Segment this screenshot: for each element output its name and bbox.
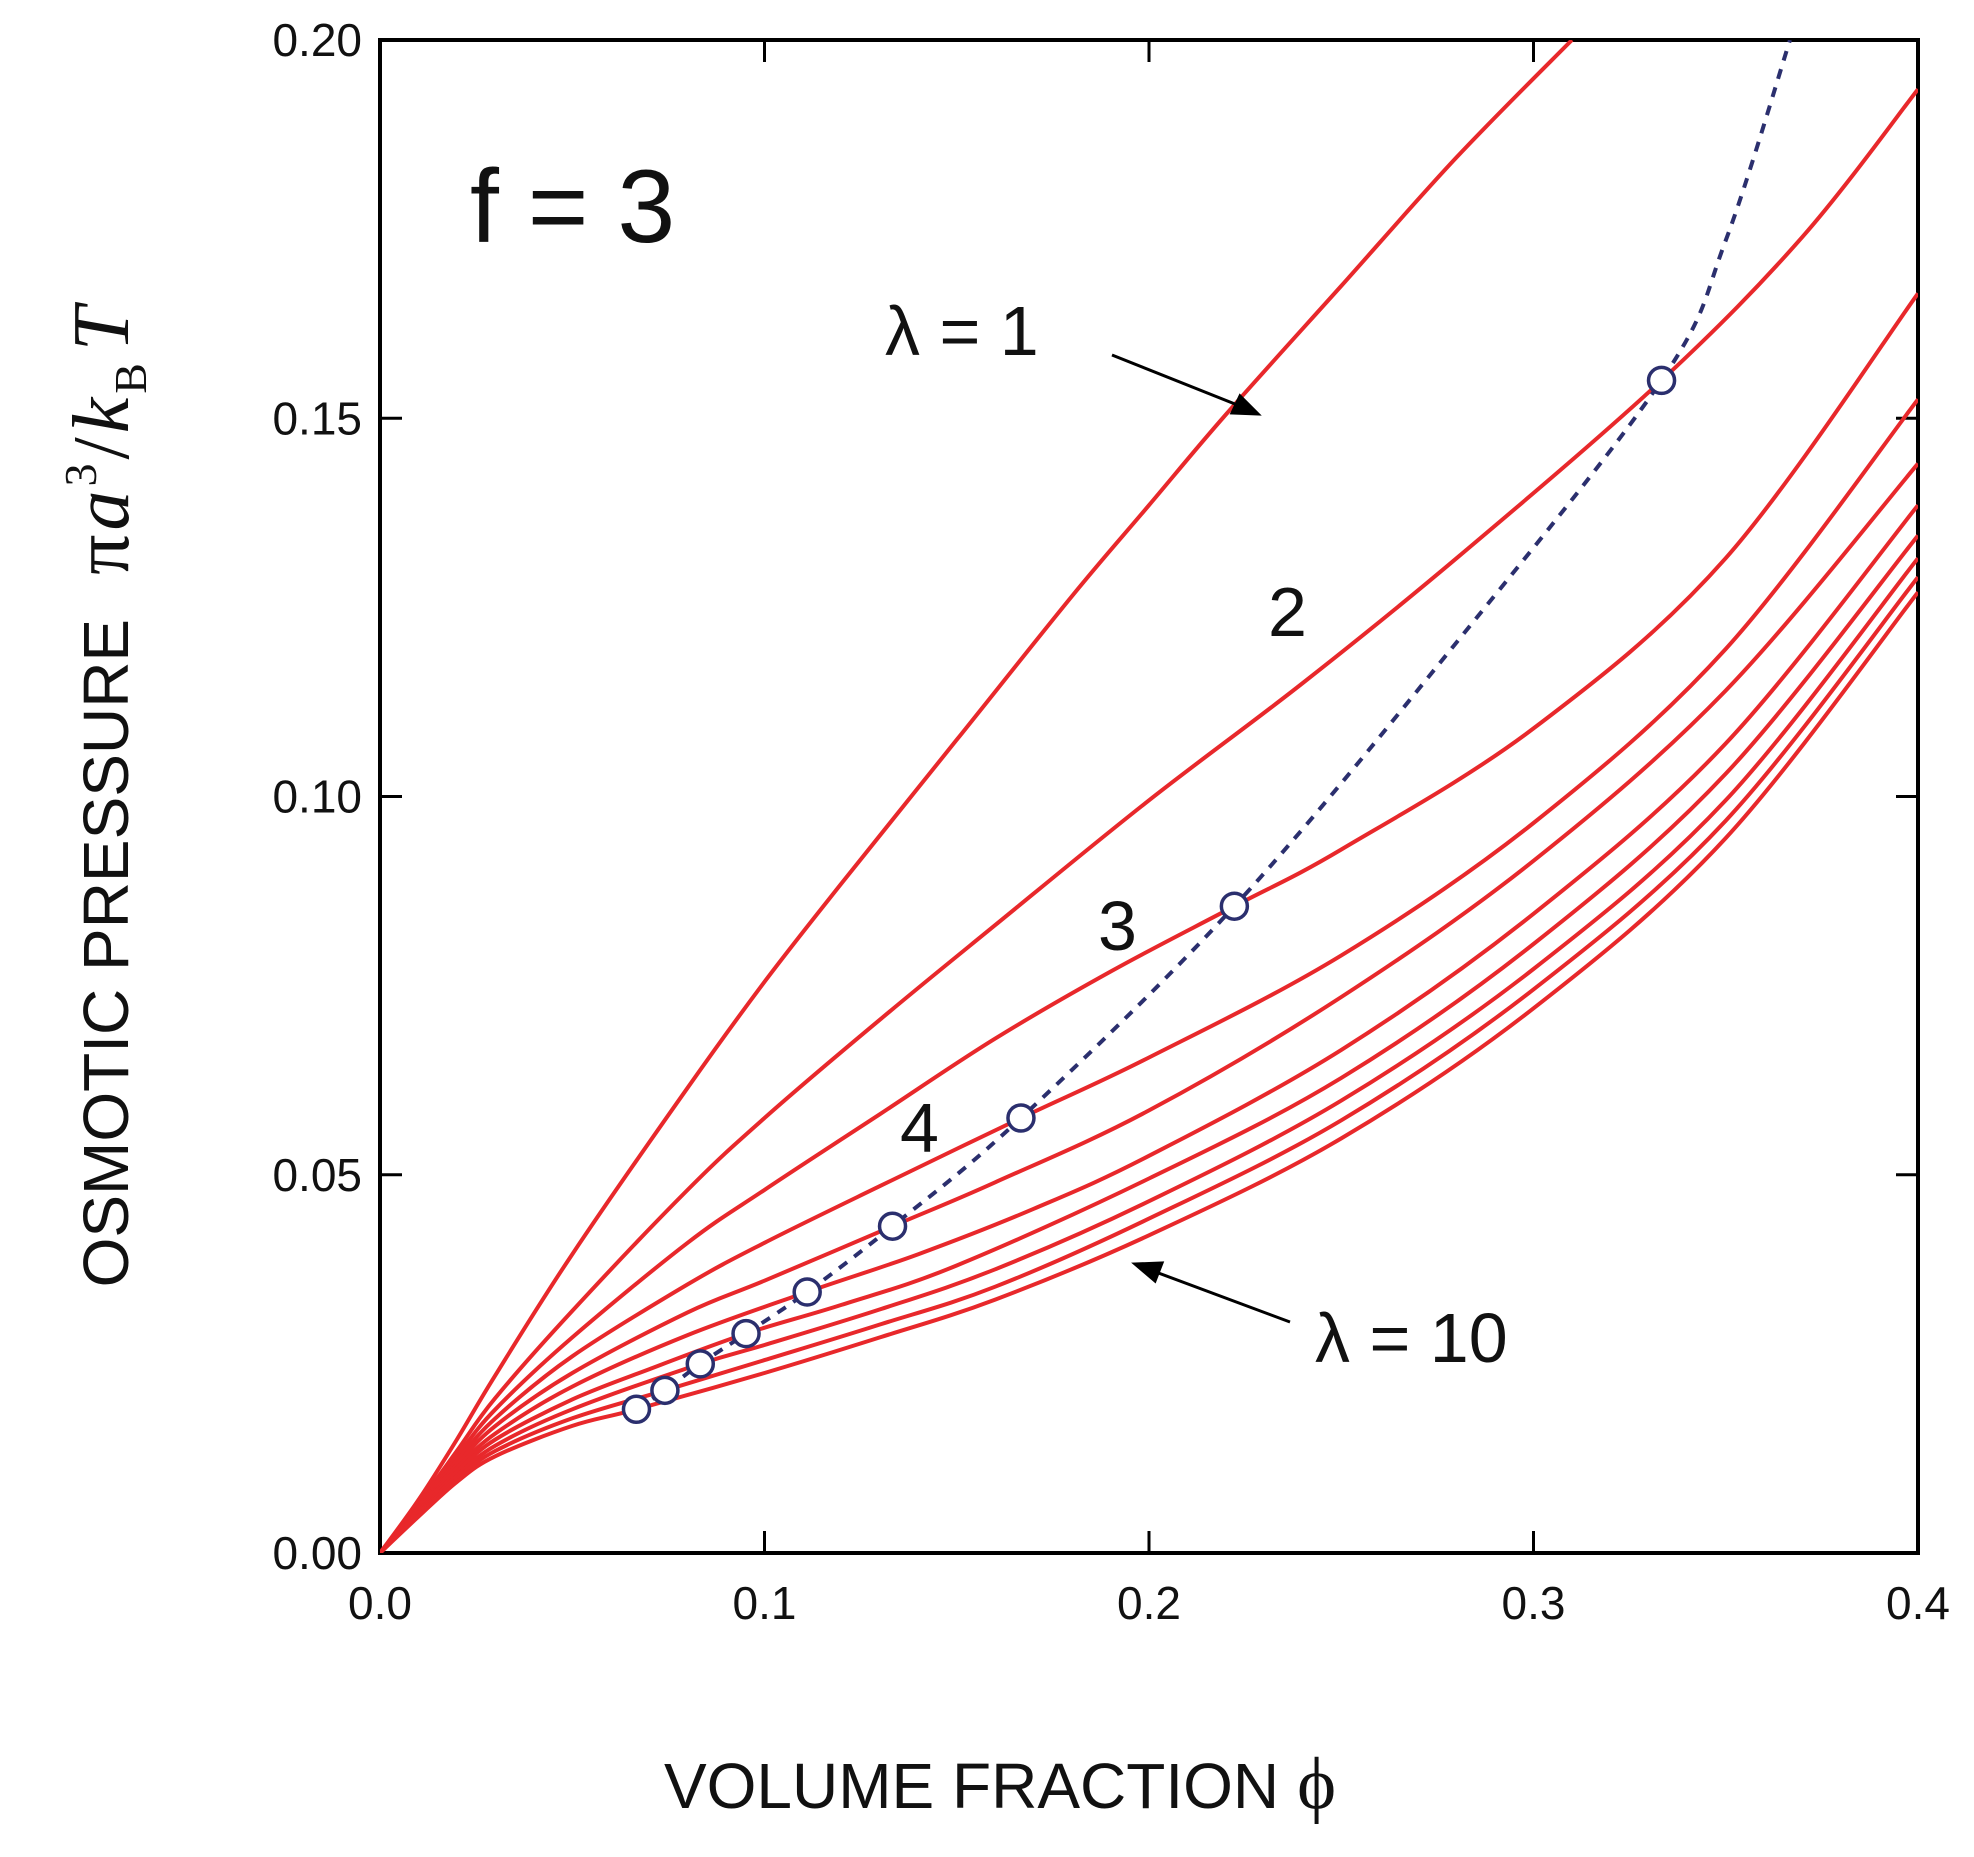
y-tick-label: 0.00 <box>272 1527 362 1579</box>
y-tick-label: 0.05 <box>272 1149 362 1201</box>
lambda-1-label: λ = 1 <box>885 292 1039 370</box>
svg-text:OSMOTIC PRESSURE π: OSMOTIC PRESSURE π a 3 / k B T <box>55 301 156 1287</box>
lambda-1-curve <box>380 40 1574 1553</box>
overlap-point <box>792 1277 822 1307</box>
x-tick-label: 0.2 <box>1117 1577 1181 1629</box>
lambda-7-curve <box>380 534 1918 1553</box>
overlap-point <box>877 1211 908 1241</box>
y-tick-label: 0.20 <box>272 14 362 66</box>
lambda-10-arrow <box>1131 1261 1291 1324</box>
y-tick-label: 0.10 <box>272 771 362 823</box>
x-tick-label: 0.3 <box>1502 1577 1566 1629</box>
overlap-curve-group <box>621 40 1792 1425</box>
y-axis-title: OSMOTIC PRESSURE π a 3 / k B T <box>55 301 156 1287</box>
x-axis-title: VOLUME FRACTION ϕ <box>664 1743 1336 1825</box>
lambda-curves <box>380 40 1918 1553</box>
lambda-6-curve <box>380 503 1918 1553</box>
x-tick-label: 0.1 <box>733 1577 797 1629</box>
y-tick-label: 0.15 <box>272 392 362 444</box>
lambda-2-label: 2 <box>1268 573 1307 651</box>
overlap-point <box>1219 891 1250 921</box>
overlap-point <box>1646 365 1677 396</box>
panel-label: f = 3 <box>470 149 675 265</box>
lambda-3-label: 3 <box>1098 887 1137 965</box>
overlap-point <box>1006 1103 1036 1133</box>
axis-tick-labels: 0.0 0.1 0.2 0.3 0.4 0.00 0.05 0.10 0.15 0.20 <box>272 14 1950 1629</box>
lambda-9-curve <box>380 575 1918 1553</box>
lambda-1-arrow <box>1111 353 1262 416</box>
lambda-10-label: λ = 10 <box>1315 1299 1508 1377</box>
overlap-point <box>685 1349 716 1379</box>
axis-ticks <box>378 38 1920 1555</box>
lambda-3-curve <box>380 292 1918 1553</box>
overlap-point <box>650 1375 680 1406</box>
lambda-10-curve <box>380 590 1918 1553</box>
x-tick-label: 0.0 <box>348 1577 412 1629</box>
overlap-point <box>731 1318 761 1349</box>
lambda-4-curve <box>380 398 1918 1553</box>
lambda-8-curve <box>380 556 1918 1553</box>
lambda-4-label: 4 <box>900 1089 939 1167</box>
plot-frame <box>378 38 1920 1555</box>
x-tick-label: 0.4 <box>1886 1577 1950 1629</box>
lambda-5-curve <box>380 462 1918 1553</box>
overlap-point <box>621 1394 652 1425</box>
